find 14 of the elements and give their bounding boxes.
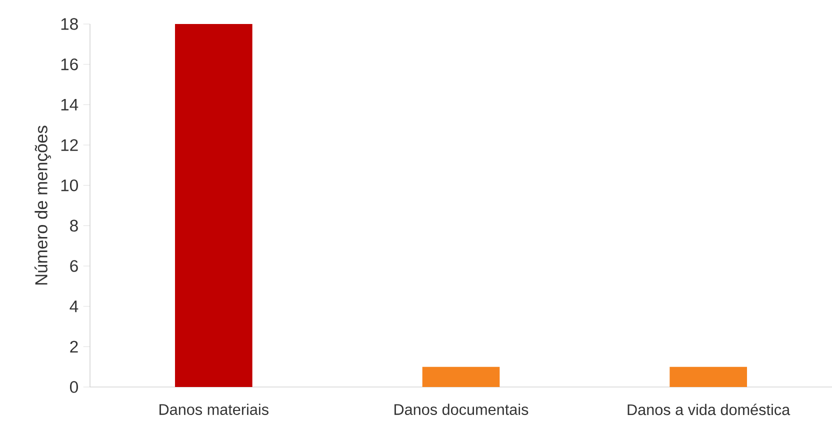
y-axis-title: Número de menções [34, 126, 51, 285]
y-tick-label: 10 [61, 179, 78, 192]
y-tick-label: 8 [70, 220, 78, 232]
x-tick-label: Danos materiais [160, 404, 268, 415]
y-tick-label: 12 [61, 139, 78, 151]
y-tick-label: 0 [70, 381, 78, 393]
y-tick-label: 2 [70, 340, 78, 352]
x-tick-label: Danos documentais [394, 404, 528, 415]
y-tick-label: 18 [61, 18, 78, 30]
y-tick-label: 6 [70, 260, 78, 272]
y-tick-label: 16 [61, 58, 78, 70]
y-tick-label: 4 [70, 300, 78, 312]
y-tick-label: 14 [61, 98, 78, 110]
x-tick-label: Danos a vida doméstica [628, 404, 790, 416]
